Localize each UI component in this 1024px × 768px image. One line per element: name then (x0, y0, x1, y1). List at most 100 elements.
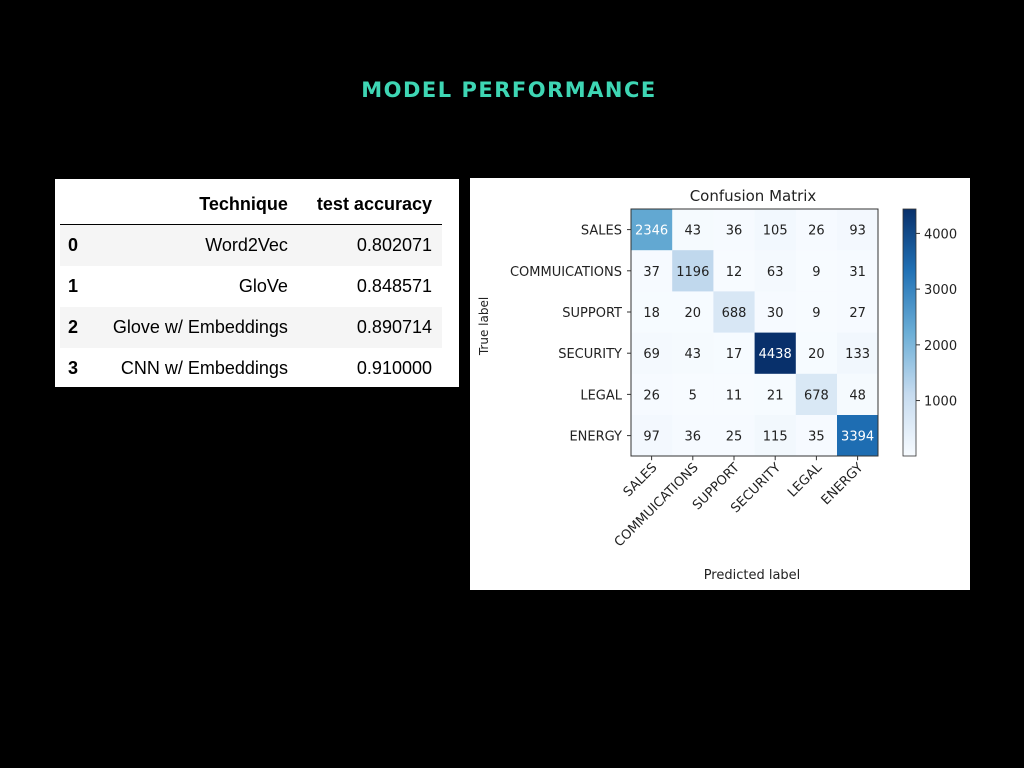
row-tick-label: SUPPORT (562, 306, 622, 321)
heatmap-cell (713, 415, 755, 457)
colorbar-tick-label: 3000 (924, 283, 957, 298)
heatmap-cell (631, 373, 673, 416)
heatmap-cell (713, 209, 755, 251)
heatmap-cell (713, 291, 755, 333)
row-tick-label: LEGAL (580, 388, 622, 403)
confusion-matrix-chart: Confusion Matrix True label Predicted la… (477, 187, 957, 583)
column-tick-label: ENERGY (819, 460, 867, 508)
row-accuracy: 0.802071 (297, 224, 442, 266)
heatmap-cell (837, 291, 879, 333)
plot-frame (630, 208, 879, 457)
heatmap-cell (837, 250, 879, 292)
heatmap-cell (837, 209, 879, 251)
cell-value-label: 43 (685, 347, 702, 362)
heatmap-cell (672, 291, 714, 333)
cell-value-label: 36 (685, 430, 702, 445)
heatmap-cell (837, 332, 879, 375)
cell-value-label: 93 (849, 224, 866, 239)
cell-value-label: 115 (763, 430, 788, 445)
cell-value-label: 5 (689, 388, 697, 403)
row-accuracy: 0.848571 (356, 276, 432, 296)
heatmap-cell (837, 373, 879, 416)
heatmap-cell (754, 373, 797, 416)
cell-value-label: 20 (808, 347, 825, 362)
cell-value-label: 48 (849, 388, 866, 403)
cell-value-label: 3394 (841, 430, 874, 445)
heatmap-cell (631, 415, 673, 457)
heatmap-cell (795, 332, 838, 375)
heatmap-cell (754, 291, 797, 333)
heatmap-cell (837, 415, 879, 457)
cell-value-label: 36 (726, 224, 743, 239)
cell-value-label: 9 (812, 306, 820, 321)
heatmap-cell (631, 209, 673, 251)
y-axis-label: True label (477, 297, 491, 356)
column-tick-label: LEGAL (785, 460, 826, 501)
cell-value-label: 105 (763, 224, 788, 239)
cell-value-label: 18 (643, 306, 660, 321)
row-technique: CNN w/ Embeddings (120, 358, 288, 378)
heatmap-cell (754, 250, 797, 292)
colorbar-ticks: 1000 2000 3000 4000 (916, 227, 957, 410)
cell-value-label: 26 (808, 224, 825, 239)
x-axis-label: Predicted label (704, 568, 801, 583)
table-row: 3 CNN w/ Embeddings 0.910000 (60, 348, 442, 387)
row-tick-label: SALES (581, 224, 622, 239)
colorbar-tick-label: 1000 (924, 395, 957, 410)
column-tick-label: SALES (621, 460, 661, 500)
cell-value-label: 30 (767, 306, 784, 321)
heatmap-cells: 2346 43 36 105 26 93 37 1196 12 63 9 31 18 20 688 30 9 27… (631, 209, 879, 457)
heatmap-cell (754, 209, 797, 251)
cell-value-label: 678 (804, 388, 829, 403)
heatmap-cell (795, 250, 838, 292)
row-tick-label: COMMUICATIONS (510, 265, 622, 280)
cell-value-label: 12 (726, 265, 743, 280)
cell-value-label: 11 (726, 388, 743, 403)
cell-value-label: 31 (849, 265, 866, 280)
heatmap-cell (713, 250, 755, 292)
row-technique: GloVe (238, 276, 288, 296)
heatmap-cell (795, 291, 838, 333)
heatmap-cell (795, 209, 838, 251)
cell-value-label: 20 (685, 306, 702, 321)
heatmap-cell (672, 415, 714, 457)
cell-value-label: 9 (812, 265, 820, 280)
cell-value-label: 17 (726, 347, 743, 362)
cell-value-label: 25 (726, 430, 743, 445)
heatmap-cell (631, 291, 673, 333)
table-row: 2 Glove w/ Embeddings 0.890714 (60, 307, 442, 348)
cell-value-label: 43 (685, 224, 702, 239)
colorbar (902, 208, 917, 457)
cell-value-label: 4438 (759, 347, 792, 362)
cell-value-label: 69 (643, 347, 660, 362)
colorbar-tick-label: 2000 (924, 339, 957, 354)
row-index: 3 (68, 358, 79, 378)
row-technique: Glove w/ Embeddings (89, 307, 298, 348)
header-test-accuracy: test accuracy (297, 184, 442, 225)
header-index (60, 184, 90, 225)
heatmap-cell (672, 332, 714, 375)
heatmap-cell (754, 332, 797, 375)
heatmap-cell (754, 415, 797, 457)
cell-value-label: 26 (643, 388, 660, 403)
cell-value-label: 27 (849, 306, 866, 321)
cell-value-label: 63 (767, 265, 784, 280)
heatmap-cell (672, 250, 714, 292)
row-index: 0 (60, 224, 90, 266)
heatmap-cell (795, 415, 838, 457)
cell-value-label: 37 (643, 265, 660, 280)
heatmap-cell (672, 209, 714, 251)
chart-title: Confusion Matrix (690, 187, 817, 205)
row-accuracy: 0.910000 (356, 358, 432, 378)
heatmap-cell (672, 373, 714, 416)
cell-value-label: 133 (845, 347, 870, 362)
row-tick-label: ENERGY (569, 430, 622, 445)
row-index: 2 (60, 307, 90, 348)
cell-value-label: 1196 (676, 265, 709, 280)
slide-title: MODEL PERFORMANCE (361, 78, 657, 102)
heatmap-cell (795, 373, 838, 416)
row-index: 1 (68, 276, 79, 296)
table-row: 0 Word2Vec 0.802071 (60, 224, 442, 266)
row-accuracy: 0.890714 (297, 307, 442, 348)
